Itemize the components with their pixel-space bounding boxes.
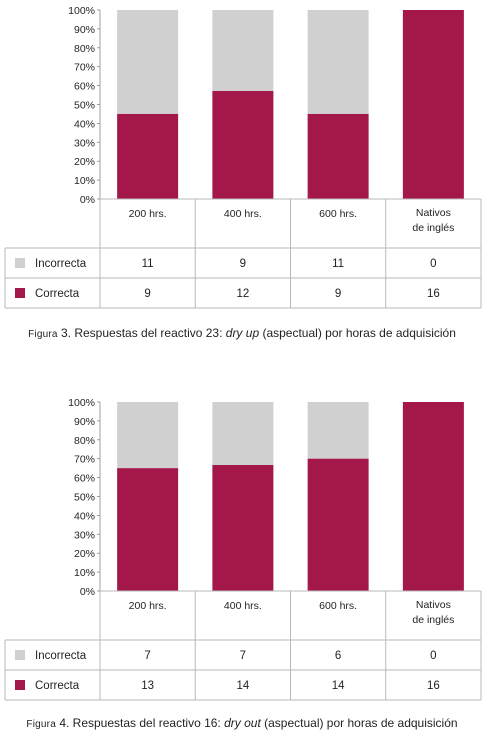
bar-correcta [307, 458, 369, 591]
caption-text: Respuestas del reactivo 23: [74, 326, 226, 340]
y-tick-label: 0% [80, 194, 95, 206]
legend-label: Correcta [35, 680, 80, 692]
data-value-label: 12 [236, 288, 249, 300]
legend-swatch [15, 650, 25, 660]
caption-text-after: (aspectual) por horas de adquisición [259, 326, 456, 340]
y-tick-label: 60% [74, 81, 95, 93]
y-tick-label: 90% [74, 416, 95, 428]
data-value-label: 7 [144, 650, 150, 662]
y-tick-label: 70% [74, 62, 95, 74]
y-tick-label: 40% [74, 510, 95, 522]
y-tick-label: 100% [68, 5, 95, 17]
y-tick-label: 20% [74, 548, 95, 560]
y-tick-label: 70% [74, 454, 95, 466]
stacked-bar-chart-figure-3: 0% 10% 20% 30% 40% 50% 60% 70% 80% 90% 100% 200 hrs… [4, 5, 482, 309]
y-tick-label: 30% [74, 529, 95, 541]
stacked-bar-chart-figure-4: 0% 10% 20% 30% 40% 50% 60% 70% 80% 90% 100% 200 hrs… [4, 397, 482, 701]
bar-incorrecta [117, 10, 179, 114]
bar-incorrecta [307, 402, 369, 459]
legend-label: Correcta [35, 288, 80, 300]
data-value-label: 11 [332, 258, 344, 270]
data-value-label: 11 [142, 258, 154, 270]
bar-correcta [307, 113, 369, 199]
bar-correcta [212, 465, 274, 591]
y-tick-label: 10% [74, 567, 95, 579]
caption-number: 3. [60, 326, 71, 340]
caption-number: 4. [59, 716, 70, 730]
bar-incorrecta [212, 402, 274, 465]
data-value-label: 9 [144, 288, 150, 300]
bar-incorrecta [307, 10, 369, 114]
data-value-label: 0 [430, 258, 436, 270]
data-value-label: 13 [141, 680, 154, 692]
caption-label: Figura [26, 719, 56, 730]
bar-correcta [117, 113, 179, 199]
y-tick-label: 80% [74, 435, 95, 447]
bar-incorrecta [117, 402, 179, 469]
bar-correcta [402, 10, 464, 199]
data-value-label: 14 [332, 680, 345, 692]
bar-correcta [402, 402, 464, 591]
data-value-label: 16 [427, 288, 440, 300]
y-tick-label: 90% [74, 24, 95, 36]
bar-correcta [212, 91, 274, 199]
x-category-label: 200 hrs. [129, 208, 167, 220]
caption-label: Figura [28, 329, 58, 340]
x-category-label: Nativos [416, 207, 451, 219]
y-tick-label: 50% [74, 100, 95, 112]
data-value-label: 0 [430, 650, 436, 662]
y-tick-label: 20% [74, 156, 95, 168]
data-value-label: 6 [335, 650, 341, 662]
x-category-label: 600 hrs. [319, 208, 357, 220]
x-category-label: 400 hrs. [224, 208, 262, 220]
legend-label: Incorrecta [35, 258, 87, 270]
x-category-label: de inglés [412, 614, 454, 626]
y-tick-label: 10% [74, 175, 95, 187]
y-tick-label: 100% [68, 397, 95, 409]
figure-4-caption: Figura 4. Respuestas del reactivo 16: dr… [0, 716, 484, 730]
legend-swatch [15, 680, 25, 690]
x-category-label: 600 hrs. [319, 600, 357, 612]
data-value-label: 16 [427, 680, 440, 692]
figure-3: 0% 10% 20% 30% 40% 50% 60% 70% 80% 90% 100% 200 hrs… [0, 0, 484, 320]
x-category-label: de inglés [412, 222, 454, 234]
figure-4: 0% 10% 20% 30% 40% 50% 60% 70% 80% 90% 100% 200 hrs… [0, 392, 484, 712]
legend-label: Incorrecta [35, 650, 87, 662]
y-tick-label: 60% [74, 473, 95, 485]
data-value-label: 7 [240, 650, 246, 662]
caption-text: Respuestas del reactivo 16: [72, 716, 225, 730]
caption-term: dry up [225, 326, 260, 340]
y-tick-label: 80% [74, 43, 95, 55]
data-value-label: 9 [335, 288, 341, 300]
y-tick-label: 50% [74, 492, 95, 504]
caption-text-after: (aspectual) por horas de adquisición [260, 716, 458, 730]
data-value-label: 14 [236, 680, 249, 692]
y-tick-label: 40% [74, 118, 95, 130]
x-category-label: 400 hrs. [224, 600, 262, 612]
x-category-label: 200 hrs. [129, 600, 167, 612]
y-tick-label: 0% [80, 586, 95, 598]
legend-swatch [15, 258, 25, 268]
y-tick-label: 30% [74, 137, 95, 149]
caption-term: dry out [224, 716, 261, 730]
bar-correcta [117, 468, 179, 591]
data-value-label: 9 [240, 258, 246, 270]
legend-swatch [15, 288, 25, 298]
bar-incorrecta [212, 10, 274, 91]
x-category-label: Nativos [416, 599, 451, 611]
figure-3-caption: Figura 3. Respuestas del reactivo 23: dr… [0, 326, 484, 340]
